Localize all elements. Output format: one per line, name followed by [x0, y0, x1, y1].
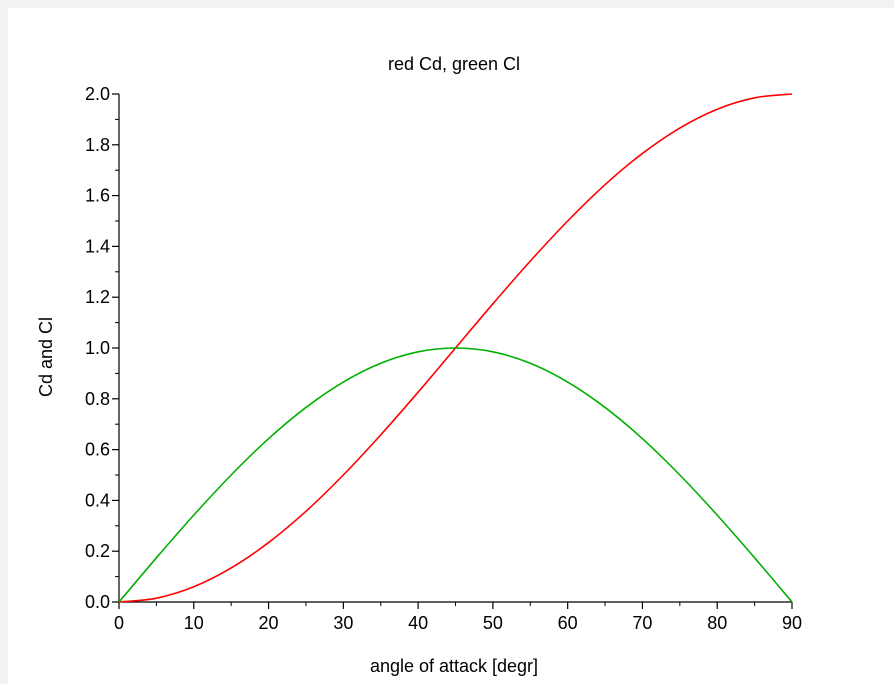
y-tick-label: 1.0	[85, 338, 110, 358]
y-tick-label: 0.0	[85, 592, 110, 612]
y-axis-label: Cd and Cl	[36, 317, 56, 397]
x-axis-label: angle of attack [degr]	[370, 656, 538, 676]
x-tick-label: 50	[483, 613, 503, 633]
x-tick-label: 80	[707, 613, 727, 633]
series-group	[118, 93, 793, 603]
x-tick-label: 40	[408, 613, 428, 633]
series-line-1	[118, 347, 793, 603]
x-tick-label: 10	[184, 613, 204, 633]
axes: 0.0 0.2 0.4 0.6 0.8 1.0 1.2 1.4 1.6 1.8 2.0 0 10 20 30…	[85, 84, 802, 633]
chart-frame: red Cd, green Cl angle of attack [degr] …	[8, 8, 894, 684]
y-tick-label: 1.4	[85, 236, 110, 256]
chart-title: red Cd, green Cl	[388, 54, 520, 74]
x-tick-label: 0	[114, 613, 124, 633]
y-tick-label: 1.6	[85, 186, 110, 206]
x-tick-label: 60	[558, 613, 578, 633]
y-tick-label: 1.2	[85, 287, 110, 307]
y-tick-label: 2.0	[85, 84, 110, 104]
x-tick-label: 90	[782, 613, 802, 633]
x-tick-label: 70	[632, 613, 652, 633]
y-tick-label: 0.2	[85, 541, 110, 561]
x-tick-label: 20	[259, 613, 279, 633]
x-tick-label: 30	[333, 613, 353, 633]
y-tick-label: 0.8	[85, 389, 110, 409]
y-tick-label: 1.8	[85, 135, 110, 155]
chart-svg: red Cd, green Cl angle of attack [degr] …	[36, 54, 802, 676]
y-tick-label: 0.6	[85, 440, 110, 460]
y-tick-label: 0.4	[85, 490, 110, 510]
